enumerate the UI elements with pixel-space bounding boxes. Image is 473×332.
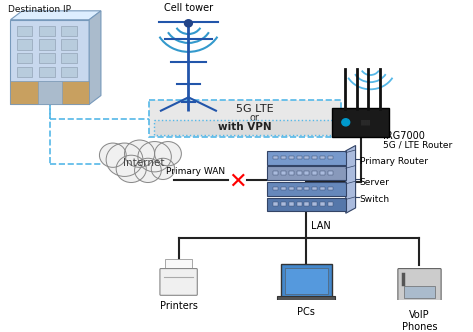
Bar [281, 187, 286, 190]
Bar [281, 202, 286, 206]
Bar [305, 187, 309, 190]
Text: Primary WAN: Primary WAN [166, 167, 225, 176]
Bar [328, 171, 333, 175]
FancyBboxPatch shape [149, 100, 341, 137]
Bar [328, 155, 333, 159]
FancyBboxPatch shape [154, 120, 336, 135]
Bar [297, 187, 301, 190]
Bar [61, 40, 77, 50]
Text: ✕: ✕ [228, 172, 247, 192]
Bar [320, 155, 325, 159]
Bar [320, 187, 325, 190]
Bar [305, 202, 309, 206]
Bar [312, 155, 317, 159]
Bar [39, 26, 55, 36]
Circle shape [99, 143, 126, 167]
Bar [328, 202, 333, 206]
Bar [404, 286, 435, 298]
Bar [267, 198, 346, 211]
Text: Internet: Internet [123, 158, 165, 168]
Text: Destination IP: Destination IP [9, 5, 71, 14]
Bar [267, 182, 346, 196]
Bar [289, 202, 294, 206]
Text: Switch: Switch [359, 196, 390, 205]
Bar [328, 187, 333, 190]
FancyBboxPatch shape [333, 108, 388, 136]
Text: LAN: LAN [311, 221, 331, 231]
Circle shape [116, 155, 146, 183]
FancyBboxPatch shape [278, 296, 335, 305]
Bar [10, 81, 89, 105]
Bar [305, 155, 309, 159]
Bar [273, 187, 278, 190]
Text: with VPN: with VPN [218, 122, 272, 132]
Bar [320, 171, 325, 175]
Bar [312, 202, 317, 206]
Bar [10, 20, 89, 105]
Bar [289, 171, 294, 175]
Polygon shape [346, 145, 356, 213]
Text: IRG7000: IRG7000 [383, 131, 425, 141]
Bar [273, 171, 278, 175]
Polygon shape [10, 11, 101, 20]
Bar [17, 40, 32, 50]
Bar [297, 171, 301, 175]
Text: PCs: PCs [298, 307, 315, 317]
Bar [17, 53, 32, 63]
Bar [281, 155, 286, 159]
Bar [17, 67, 32, 77]
Bar [61, 67, 77, 77]
Bar [39, 53, 55, 63]
Bar [267, 166, 346, 180]
Bar [61, 53, 77, 63]
Polygon shape [89, 11, 101, 105]
Bar [61, 26, 77, 36]
Circle shape [184, 20, 193, 27]
Bar [289, 155, 294, 159]
Text: 5G LTE: 5G LTE [236, 104, 273, 114]
Text: Cell tower: Cell tower [164, 3, 213, 13]
Bar [17, 26, 32, 36]
Text: Server: Server [359, 178, 389, 187]
FancyBboxPatch shape [160, 269, 197, 295]
Bar [289, 187, 294, 190]
Circle shape [155, 141, 181, 166]
Bar [273, 155, 278, 159]
Bar [297, 202, 301, 206]
Circle shape [342, 119, 350, 126]
Bar [305, 171, 309, 175]
Bar [281, 171, 286, 175]
Bar [165, 259, 193, 271]
Circle shape [134, 158, 161, 183]
Text: 5G / LTE Router: 5G / LTE Router [383, 140, 452, 149]
Circle shape [124, 140, 155, 167]
Bar [285, 268, 328, 293]
Text: VoIP
Phones: VoIP Phones [402, 310, 437, 332]
Text: or: or [250, 113, 260, 123]
Bar [38, 81, 61, 105]
Circle shape [106, 143, 143, 176]
Bar [297, 155, 301, 159]
Bar [39, 40, 55, 50]
Bar [273, 202, 278, 206]
Text: Printers: Printers [160, 301, 198, 311]
Bar [312, 187, 317, 190]
FancyBboxPatch shape [398, 269, 441, 306]
Circle shape [151, 158, 175, 180]
Bar [320, 202, 325, 206]
Bar [312, 171, 317, 175]
Circle shape [138, 141, 171, 172]
Bar [39, 67, 55, 77]
Text: Primary Router: Primary Router [359, 157, 428, 166]
FancyBboxPatch shape [281, 264, 332, 297]
Text: |||||: ||||| [360, 120, 370, 125]
Bar [267, 151, 346, 165]
